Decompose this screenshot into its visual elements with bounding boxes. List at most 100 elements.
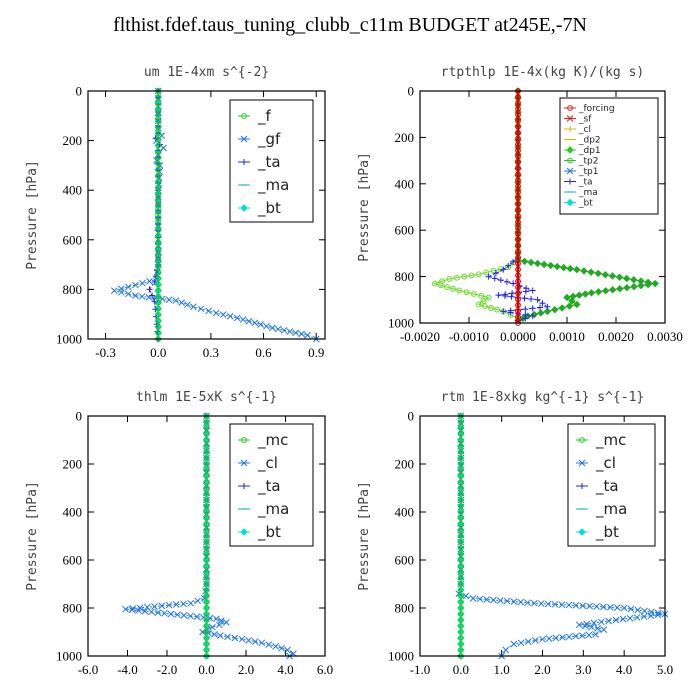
series-point (203, 587, 210, 593)
series-point (203, 509, 210, 515)
y-tick-label: 400 (63, 505, 83, 520)
series-point (457, 449, 464, 455)
legend-marker (566, 115, 574, 122)
x-tick-label: 6.0 (317, 662, 333, 677)
series-point (515, 314, 521, 320)
series-point (475, 271, 482, 278)
legend-entry: _cl (257, 454, 278, 473)
series-point (515, 135, 521, 142)
series-point (483, 269, 490, 276)
series-point (515, 230, 521, 237)
series-point (155, 239, 162, 246)
series-point (139, 279, 146, 287)
legend-entry: _bt (257, 523, 281, 542)
series-point (155, 209, 162, 215)
series-point (146, 286, 153, 293)
series-point (165, 601, 173, 609)
series-point (515, 296, 521, 303)
series-point (457, 503, 464, 509)
series-point (155, 257, 162, 264)
series-point (222, 619, 230, 626)
series-point (537, 600, 545, 607)
legend-marker (240, 459, 248, 467)
series-point (172, 601, 180, 608)
series-point (503, 278, 510, 285)
series-point (515, 153, 521, 160)
series-point (579, 602, 587, 610)
series-point (457, 515, 464, 521)
series-point (180, 612, 188, 619)
series-point (515, 141, 521, 148)
series-point (587, 268, 595, 276)
legend-entry: _dp1 (578, 146, 601, 156)
series-point (457, 545, 464, 551)
series-point (585, 631, 593, 639)
x-tick-label: 0.0000 (500, 329, 536, 344)
series-point (515, 254, 521, 261)
series-point (457, 473, 464, 479)
series-point (286, 328, 294, 335)
legend-entry: _mc (257, 431, 288, 450)
series-point (203, 443, 210, 449)
series-point (122, 605, 129, 613)
series-point (457, 569, 464, 575)
series-point (292, 329, 300, 337)
series-point (575, 621, 583, 629)
legend-marker (240, 204, 248, 212)
series-point (155, 172, 162, 179)
series-point (165, 296, 173, 304)
y-tick-label: 200 (63, 133, 83, 148)
series-point (515, 308, 521, 315)
y-axis-label: Pressure [hPa] (25, 160, 40, 270)
series-point (634, 606, 642, 614)
series-point (630, 282, 638, 291)
series-point (155, 287, 162, 294)
series-point (457, 497, 464, 503)
series-point (633, 614, 641, 621)
series-point (515, 284, 521, 291)
series-point (148, 608, 155, 616)
legend-entry: _dp2 (578, 136, 601, 146)
series-point (627, 605, 635, 613)
x-tick-label: 5.0 (657, 662, 673, 677)
series-point (515, 94, 521, 100)
series-point (515, 99, 521, 106)
series-point (155, 275, 162, 282)
series-point (203, 563, 210, 569)
series-point (203, 431, 210, 437)
series-point (178, 299, 185, 306)
legend-entry: _ma (257, 500, 289, 519)
x-tick-label: 0.0 (198, 662, 214, 677)
series-point (515, 123, 521, 130)
series-point (203, 611, 210, 617)
series-point (158, 602, 166, 610)
series-point (540, 260, 548, 269)
series-point (155, 293, 162, 300)
series-point (187, 599, 195, 607)
series-point (280, 326, 288, 334)
series-point (118, 288, 125, 296)
series-point (161, 609, 168, 617)
series-point (572, 632, 580, 640)
series-point (654, 611, 662, 619)
series-point (457, 563, 464, 569)
series-point (515, 165, 521, 172)
chart-title: rtpthlp 1E-4x(kg K)/(kg s) (441, 65, 645, 80)
y-tick-label: 200 (395, 457, 415, 472)
series-point (517, 639, 525, 647)
legend-marker (566, 146, 574, 154)
legend: _mc _cl _ta _ma _bt (229, 423, 314, 547)
series-point (457, 455, 464, 461)
series-point (594, 269, 602, 278)
series-point (132, 281, 139, 289)
series-point (552, 634, 560, 642)
x-tick-label: 0.0 (453, 662, 469, 677)
chart-title: rtm 1E-8xkg kg^{-1} s^{-1} (441, 390, 645, 405)
series-point (155, 142, 162, 149)
series-point (203, 455, 210, 461)
series-point (213, 615, 220, 623)
series-point (149, 292, 156, 299)
series-point (623, 283, 631, 292)
y-tick-label: 1000 (388, 316, 414, 331)
series-point (565, 633, 573, 641)
